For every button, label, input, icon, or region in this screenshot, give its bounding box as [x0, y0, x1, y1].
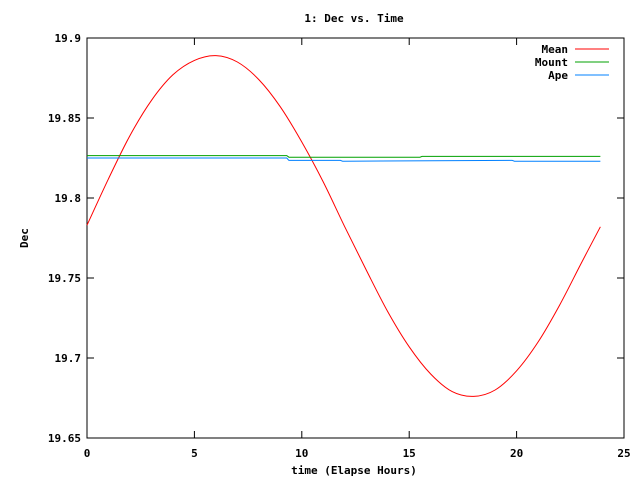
legend-label-mount: Mount	[535, 56, 568, 69]
tick-marks	[86, 37, 625, 439]
y-tick-label: 19.75	[48, 272, 81, 285]
x-tick-label: 15	[403, 447, 416, 460]
y-tick-label: 19.85	[48, 112, 81, 125]
x-axis-label: time (Elapse Hours)	[291, 464, 417, 477]
plot-frame	[86, 37, 625, 439]
legend-label-mean: Mean	[542, 43, 569, 56]
y-axis-label: Dec	[18, 228, 31, 248]
series-lines	[86, 55, 601, 397]
y-tick-label: 19.8	[55, 192, 82, 205]
y-tick-label: 19.65	[48, 432, 81, 445]
y-tick-label: 19.7	[55, 352, 82, 365]
series-line-mount	[87, 155, 601, 158]
series-line-ape	[87, 157, 601, 162]
tick-labels: 0 5 10 15 20 25 19.65 19.7 19.75 19.8 19.85 19.9	[48, 32, 631, 460]
x-tick-label: 25	[617, 447, 630, 460]
x-tick-label: 5	[191, 447, 198, 460]
x-tick-label: 10	[295, 447, 308, 460]
y-tick-label: 19.9	[55, 32, 82, 45]
legend-label-ape: Ape	[548, 69, 568, 82]
x-tick-label: 20	[510, 447, 523, 460]
series-line-mean	[86, 55, 601, 397]
x-tick-label: 0	[84, 447, 91, 460]
chart-title: 1: Dec vs. Time	[304, 12, 404, 25]
